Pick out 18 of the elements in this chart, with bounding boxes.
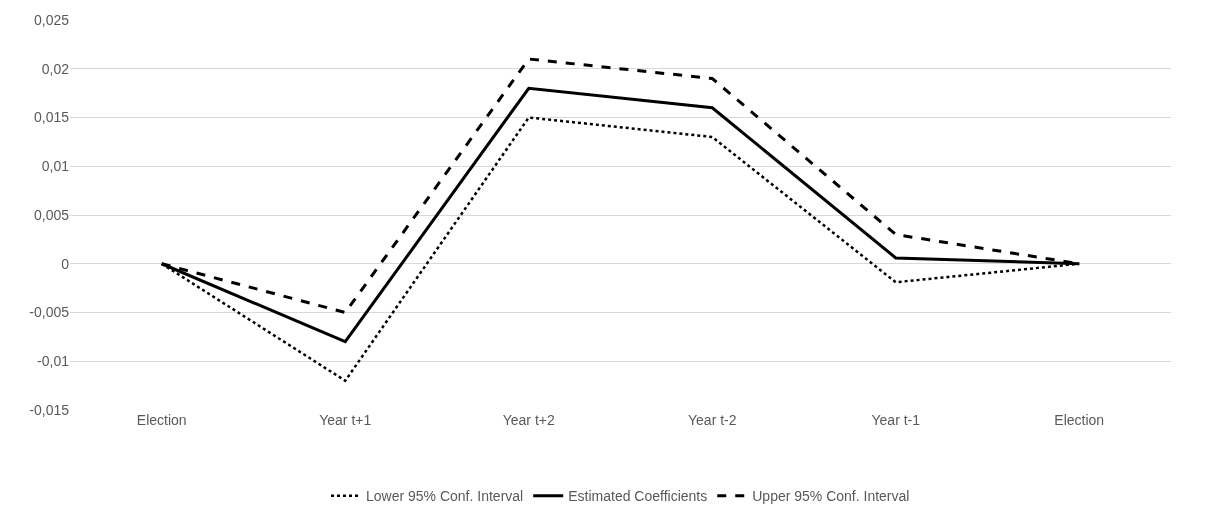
y-tick-label: 0,025 <box>33 11 70 28</box>
x-tick-label: Election <box>136 412 187 428</box>
y-tick-label: 0,005 <box>33 206 70 223</box>
y-tick-label: -0,01 <box>37 353 70 370</box>
x-tick-label: Year t+1 <box>319 412 372 428</box>
y-tick-label: 0 <box>61 255 70 272</box>
legend-label: Estimated Coefficients <box>568 488 708 505</box>
legend-label: Upper 95% Conf. Interval <box>752 488 910 505</box>
y-tick-label: 0,015 <box>33 109 70 126</box>
x-tick-label: Election <box>1054 412 1105 428</box>
x-tick-label: Year t-1 <box>871 412 921 428</box>
x-tick-label: Year t+2 <box>502 412 555 428</box>
y-tick-label: 0,01 <box>41 158 70 175</box>
y-tick-label: -0,005 <box>29 304 70 321</box>
x-tick-label: Year t-2 <box>687 412 737 428</box>
y-tick-label: -0,015 <box>29 401 70 418</box>
y-tick-label: 0,02 <box>41 60 70 77</box>
legend-label: Lower 95% Conf. Interval <box>366 488 524 505</box>
